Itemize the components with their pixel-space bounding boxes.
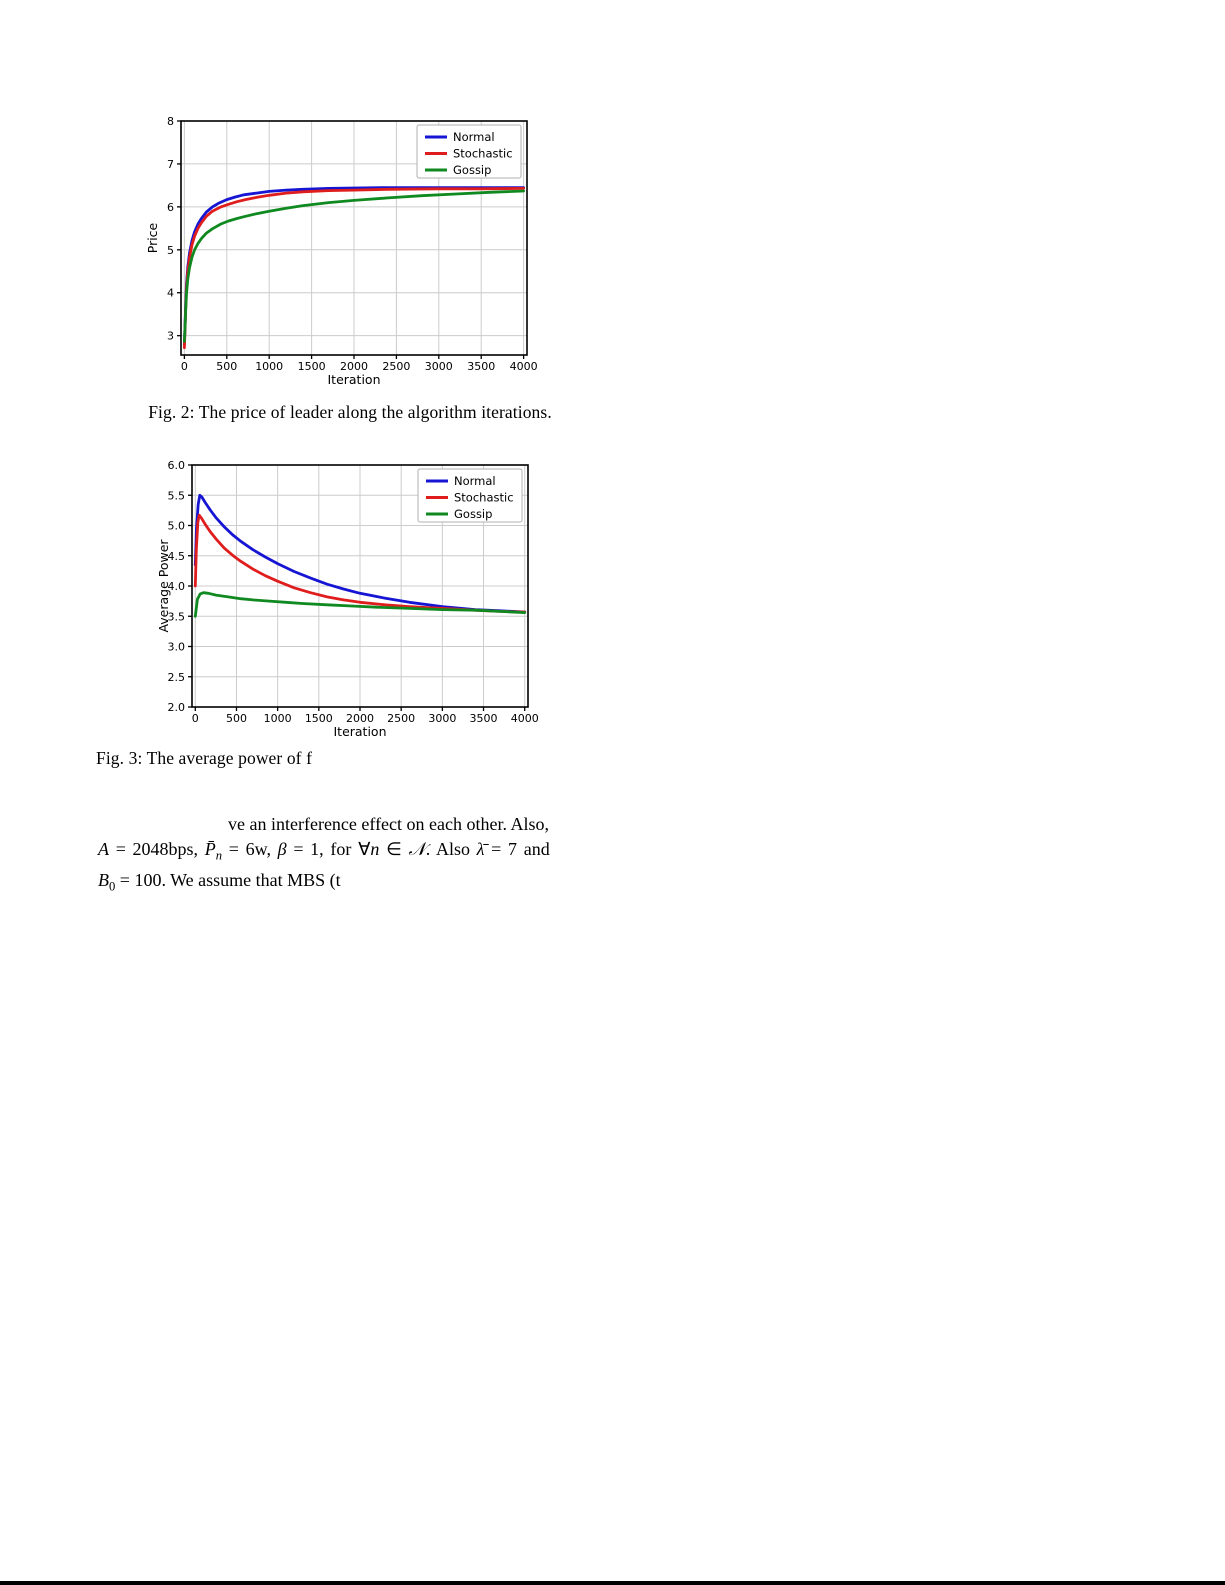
svg-text:1000: 1000 bbox=[264, 712, 292, 725]
svg-text:Price: Price bbox=[145, 222, 160, 253]
svg-text:Iteration: Iteration bbox=[327, 372, 380, 387]
svg-text:6: 6 bbox=[167, 201, 174, 214]
svg-text:Gossip: Gossip bbox=[453, 163, 491, 177]
svg-text:1000: 1000 bbox=[255, 360, 283, 373]
svg-text:7: 7 bbox=[167, 158, 174, 171]
svg-text:2000: 2000 bbox=[340, 360, 368, 373]
body-paragraph: ve an interference effect on each other.… bbox=[98, 812, 598, 899]
figure3-caption: Fig. 3: The average power of f bbox=[96, 748, 313, 768]
svg-text:3000: 3000 bbox=[425, 360, 453, 373]
svg-text:Average Power: Average Power bbox=[156, 539, 171, 633]
svg-text:Normal: Normal bbox=[453, 130, 495, 144]
svg-text:2.0: 2.0 bbox=[168, 701, 186, 714]
svg-text:5.5: 5.5 bbox=[168, 489, 186, 502]
svg-text:1500: 1500 bbox=[298, 360, 326, 373]
svg-text:2500: 2500 bbox=[387, 712, 415, 725]
svg-text:Gossip: Gossip bbox=[454, 507, 492, 521]
svg-text:5: 5 bbox=[167, 244, 174, 257]
svg-text:Stochastic: Stochastic bbox=[453, 147, 513, 161]
svg-text:4.5: 4.5 bbox=[168, 550, 186, 563]
svg-text:4: 4 bbox=[167, 287, 174, 300]
svg-text:3500: 3500 bbox=[467, 360, 495, 373]
svg-text:3500: 3500 bbox=[470, 712, 498, 725]
paragraph-line-1: ve an interference effect on each other.… bbox=[228, 814, 550, 834]
svg-text:500: 500 bbox=[216, 360, 237, 373]
svg-text:4.0: 4.0 bbox=[168, 580, 186, 593]
svg-text:3: 3 bbox=[167, 330, 174, 343]
svg-text:2.5: 2.5 bbox=[168, 671, 186, 684]
paragraph-line-3: B0 = 100. We assume that MBS (t bbox=[98, 869, 341, 894]
svg-text:500: 500 bbox=[226, 712, 247, 725]
price-convergence-chart: 0 500 1000 1500 2000 2500 3000 3500 4000 3 4 5 6 7 8 It… bbox=[145, 115, 538, 387]
svg-text:3.0: 3.0 bbox=[168, 641, 186, 654]
svg-text:6.0: 6.0 bbox=[168, 459, 186, 472]
svg-text:4000: 4000 bbox=[511, 712, 539, 725]
svg-text:3000: 3000 bbox=[428, 712, 456, 725]
svg-text:5.0: 5.0 bbox=[168, 520, 186, 533]
svg-text:Iteration: Iteration bbox=[333, 724, 386, 739]
svg-text:8: 8 bbox=[167, 115, 174, 128]
page-bottom-border bbox=[0, 1581, 1225, 1585]
svg-text:Stochastic: Stochastic bbox=[454, 491, 514, 505]
figure2-caption: Fig. 2: The price of leader along the al… bbox=[148, 402, 552, 422]
svg-text:2500: 2500 bbox=[382, 360, 410, 373]
average-power-chart: 0 500 1000 1500 2000 2500 3000 3500 4000 2.0 2.5 3.… bbox=[156, 459, 539, 739]
svg-text:4000: 4000 bbox=[510, 360, 538, 373]
svg-text:2000: 2000 bbox=[346, 712, 374, 725]
svg-text:0: 0 bbox=[192, 712, 199, 725]
svg-text:1500: 1500 bbox=[305, 712, 333, 725]
svg-text:0: 0 bbox=[181, 360, 188, 373]
paragraph-line-2: A = 2048bps, P̄n = 6w, β = 1, for ∀n ∈ 𝒩… bbox=[98, 838, 550, 863]
svg-text:3.5: 3.5 bbox=[168, 610, 186, 623]
svg-text:Normal: Normal bbox=[454, 474, 496, 488]
